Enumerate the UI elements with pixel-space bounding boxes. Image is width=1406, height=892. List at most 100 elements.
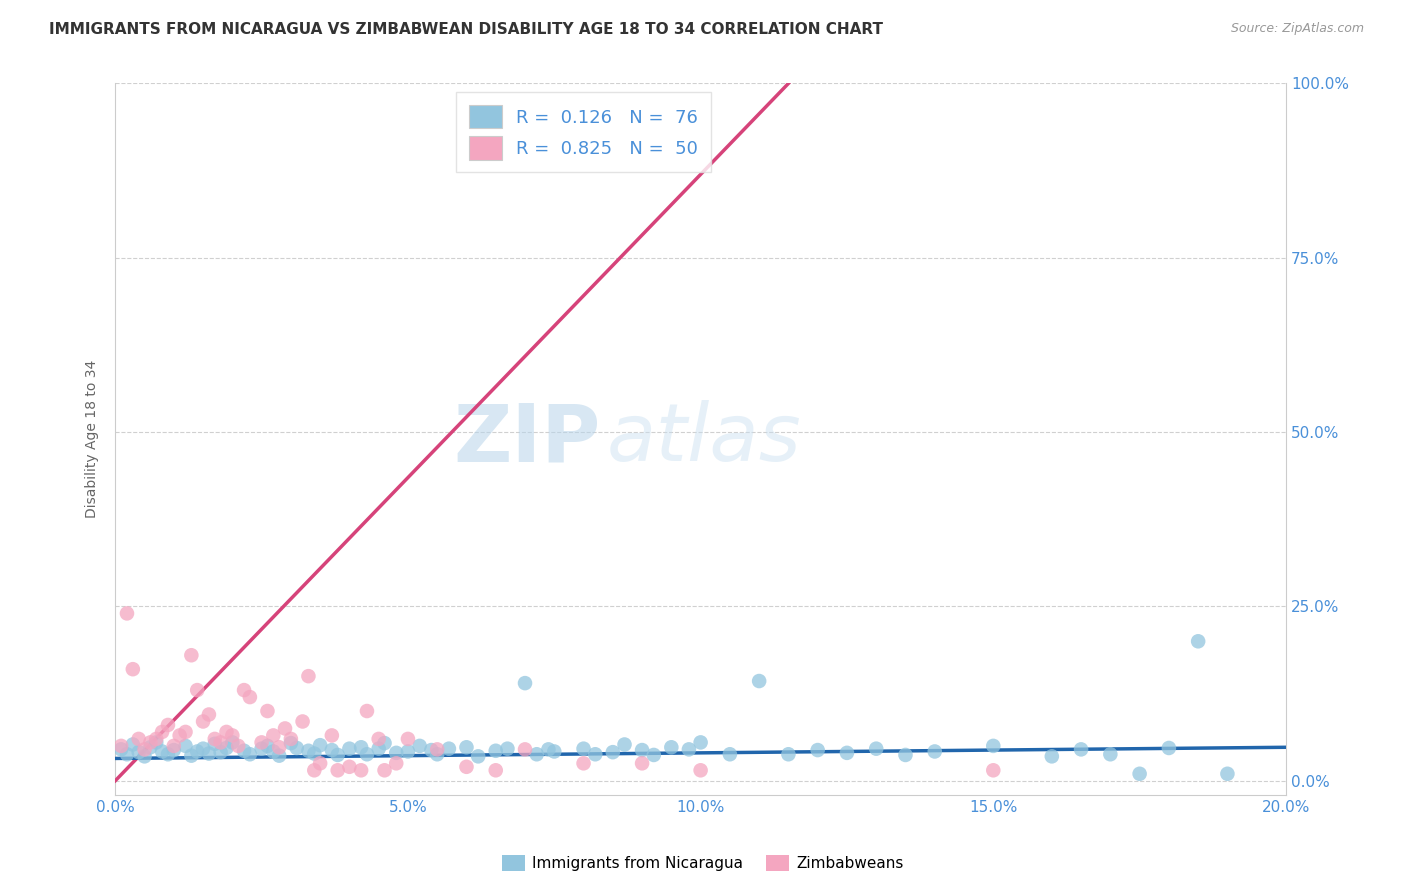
Point	[689, 764, 711, 778]
Point	[367, 731, 389, 746]
Point	[169, 728, 191, 742]
Point	[262, 728, 284, 742]
Point	[145, 731, 167, 746]
Point	[396, 731, 419, 746]
Point	[718, 747, 741, 762]
Point	[209, 745, 232, 759]
Point	[981, 764, 1004, 778]
Point	[1157, 741, 1180, 756]
Point	[420, 743, 443, 757]
Point	[163, 743, 186, 757]
Point	[408, 739, 430, 753]
Point	[367, 741, 389, 756]
Point	[250, 735, 273, 749]
Point	[139, 740, 162, 755]
Point	[121, 662, 143, 676]
Point	[128, 731, 150, 746]
Point	[924, 744, 946, 758]
Point	[385, 756, 408, 771]
Point	[128, 745, 150, 759]
Point	[156, 718, 179, 732]
Point	[778, 747, 800, 762]
Point	[150, 725, 173, 739]
Point	[221, 735, 243, 749]
Point	[1099, 747, 1122, 762]
Point	[145, 735, 167, 749]
Point	[865, 741, 887, 756]
Point	[543, 744, 565, 758]
Point	[204, 737, 226, 751]
Point	[174, 739, 197, 753]
Point	[356, 747, 378, 762]
Point	[274, 722, 297, 736]
Point	[186, 744, 208, 758]
Point	[373, 736, 395, 750]
Text: ZIP: ZIP	[454, 401, 602, 478]
Point	[226, 739, 249, 753]
Point	[250, 741, 273, 756]
Point	[659, 740, 682, 755]
Point	[426, 747, 449, 762]
Point	[204, 731, 226, 746]
Point	[835, 746, 858, 760]
Point	[1216, 766, 1239, 780]
Point	[631, 756, 654, 771]
Point	[1187, 634, 1209, 648]
Point	[221, 728, 243, 742]
Point	[309, 756, 332, 771]
Point	[239, 690, 262, 704]
Point	[678, 742, 700, 756]
Point	[186, 683, 208, 698]
Point	[537, 742, 560, 756]
Point	[981, 739, 1004, 753]
Point	[456, 760, 478, 774]
Point	[297, 669, 319, 683]
Point	[572, 741, 595, 756]
Point	[110, 742, 132, 756]
Point	[304, 764, 326, 778]
Point	[583, 747, 606, 762]
Point	[326, 747, 349, 762]
Point	[513, 676, 536, 690]
Point	[572, 756, 595, 771]
Point	[1070, 742, 1092, 756]
Point	[115, 607, 138, 621]
Point	[613, 738, 636, 752]
Point	[485, 764, 508, 778]
Point	[496, 741, 519, 756]
Point	[513, 742, 536, 756]
Point	[156, 747, 179, 762]
Point	[198, 747, 221, 761]
Legend: R =  0.126   N =  76, R =  0.825   N =  50: R = 0.126 N = 76, R = 0.825 N = 50	[457, 93, 710, 172]
Point	[134, 749, 156, 764]
Point	[269, 740, 291, 755]
Point	[256, 739, 278, 753]
Point	[285, 741, 308, 756]
Point	[291, 714, 314, 729]
Point	[215, 741, 238, 756]
Point	[467, 749, 489, 764]
Point	[215, 725, 238, 739]
Point	[602, 745, 624, 759]
Point	[110, 739, 132, 753]
Y-axis label: Disability Age 18 to 34: Disability Age 18 to 34	[86, 360, 100, 518]
Point	[233, 744, 256, 758]
Point	[631, 743, 654, 757]
Point	[115, 747, 138, 762]
Point	[297, 744, 319, 758]
Point	[326, 764, 349, 778]
Point	[304, 747, 326, 761]
Point	[280, 736, 302, 750]
Point	[139, 735, 162, 749]
Point	[339, 741, 361, 756]
Point	[321, 743, 343, 757]
Point	[174, 725, 197, 739]
Point	[198, 707, 221, 722]
Text: atlas: atlas	[607, 401, 801, 478]
Point	[748, 673, 770, 688]
Point	[309, 738, 332, 752]
Point	[191, 741, 214, 756]
Point	[191, 714, 214, 729]
Text: Source: ZipAtlas.com: Source: ZipAtlas.com	[1230, 22, 1364, 36]
Point	[262, 744, 284, 758]
